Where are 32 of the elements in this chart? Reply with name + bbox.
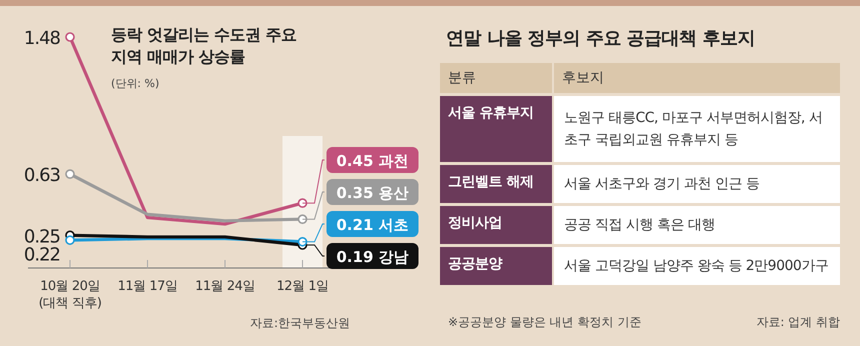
text: 서울 서초구와 경기 과천 인근 등 xyxy=(554,165,840,203)
point xyxy=(298,198,308,208)
text: 분류 xyxy=(440,63,554,93)
data-label: 1.48 xyxy=(24,28,61,49)
text: 서울 고덕강일 남양주 왕숙 등 2만9000가구 xyxy=(554,247,840,285)
point xyxy=(298,236,308,247)
text: 0.21 서초 xyxy=(336,216,409,234)
text: 공공 직접 시행 혹은 대행 xyxy=(554,206,840,244)
category-label: 그린벨트 해제 xyxy=(440,165,554,203)
text: 후보지 xyxy=(554,63,840,93)
data-label: 0.63 xyxy=(24,165,61,186)
text: 연말 나올 정부의 주요 공급대책 후보지 xyxy=(446,27,755,50)
point xyxy=(65,169,75,179)
text: (단위: %) xyxy=(111,76,160,91)
text: 0.35 용산 xyxy=(336,184,409,202)
text: ※공공분양 물량은 내년 확정치 기준 xyxy=(448,314,642,331)
text: 자료: 업계 취합 xyxy=(756,314,840,331)
text: 0.19 강남 xyxy=(336,248,409,266)
category-label: 공공분양 xyxy=(440,247,554,285)
x-tick-label: 10월 20일 (대책 직후) xyxy=(38,278,102,312)
category-label: 정비사업 xyxy=(440,206,554,244)
category-label: 서울 유휴부지 xyxy=(440,96,554,162)
text: 0.45 과천 xyxy=(336,152,409,170)
x-tick-label: 11월 24일 xyxy=(194,278,256,295)
chart-title: 등락 엇갈리는 수도권 주요 지역 매매가 상승률 xyxy=(111,24,298,68)
x-tick-label: 12월 1일 xyxy=(276,278,330,295)
point xyxy=(65,235,75,245)
text: 노원구 태릉CC, 마포구 서부면허시험장, 서초구 국립외교원 유휴부지 등 xyxy=(554,96,840,162)
point xyxy=(65,32,75,42)
point xyxy=(298,214,308,224)
text: 자료:한국부동산원 xyxy=(248,315,350,332)
x-tick-label: 11월 17일 xyxy=(116,278,178,295)
